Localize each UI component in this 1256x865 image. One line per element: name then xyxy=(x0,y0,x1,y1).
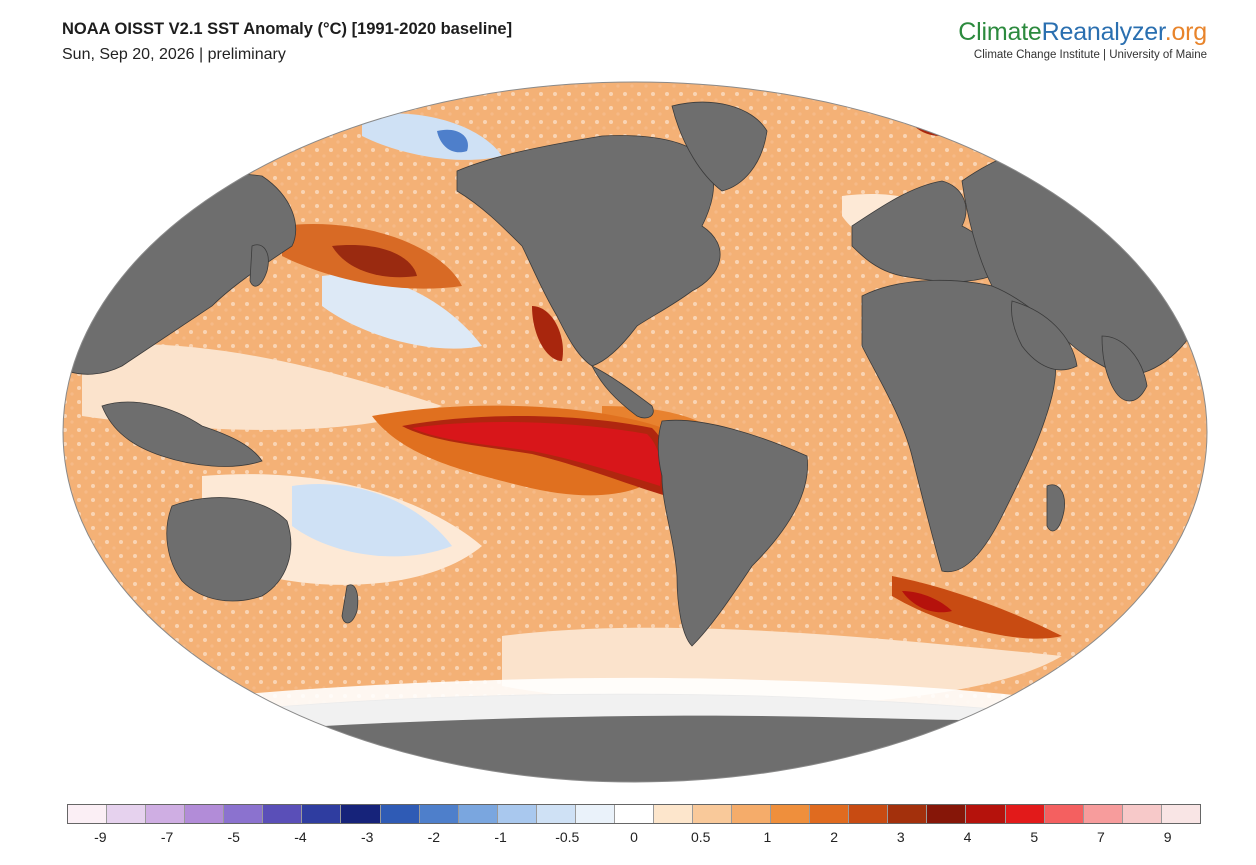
sst-anomaly-map xyxy=(62,76,1208,788)
colorbar-tick-label: -5 xyxy=(227,829,240,845)
brand-name: ClimateReanalyzer.org xyxy=(958,18,1207,46)
hot-anomaly-region xyxy=(412,422,661,486)
warm-anomaly-region xyxy=(332,245,417,278)
colorbar-swatch xyxy=(849,805,889,823)
cool-anomaly-region xyxy=(322,274,482,349)
warm-anomaly-region xyxy=(902,591,952,613)
land-north-america xyxy=(456,135,721,367)
land-arabia xyxy=(1011,300,1078,371)
colorbar-swatch xyxy=(888,805,928,823)
colorbar-tick-labels: -9 -7 -5 -4 -3 -2 -1 -0.5 0 0.5 1 2 3 4 5 7 9 xyxy=(67,829,1201,851)
brand-subtitle: Climate Change Institute | University of… xyxy=(973,49,1207,61)
colorbar-swatch xyxy=(224,805,264,823)
colorbar-swatch xyxy=(380,805,420,823)
land-new-zealand xyxy=(341,584,359,624)
colorbar-tick-label: 7 xyxy=(1097,829,1105,845)
land-central-america xyxy=(591,365,654,419)
colorbar-swatch xyxy=(497,805,537,823)
colorbar-tick-label: 3 xyxy=(896,829,905,845)
map-title: NOAA OISST V2.1 SST Anomaly (°C) [1991-2… xyxy=(62,20,513,38)
colorbar-swatch xyxy=(185,805,225,823)
colorbar-swatch xyxy=(419,805,459,823)
colorbar xyxy=(67,804,1201,824)
colorbar-swatch xyxy=(614,805,654,823)
map-globe xyxy=(63,82,1207,782)
pale-anomaly-region xyxy=(82,344,442,430)
cool-anomaly-region xyxy=(292,484,452,557)
land-india xyxy=(1101,335,1148,402)
colorbar-swatch xyxy=(263,805,303,823)
colorbar-swatch xyxy=(1044,805,1084,823)
land-southeast-asia xyxy=(101,401,263,467)
colorbar-tick-label: 5 xyxy=(1030,829,1039,845)
colorbar-swatch xyxy=(68,805,108,823)
colorbar-swatch xyxy=(732,805,772,823)
colorbar-swatch xyxy=(1083,805,1123,823)
land-australia xyxy=(166,497,292,602)
warm-anomaly-region xyxy=(892,576,1062,639)
colorbar-swatch xyxy=(771,805,811,823)
colorbar-swatch xyxy=(810,805,850,823)
colorbar-tick-label: -3 xyxy=(360,829,374,845)
colorbar-tick-label: -0.5 xyxy=(555,829,580,845)
colorbar-swatch xyxy=(927,805,967,823)
sea-ice-south xyxy=(172,677,1152,736)
cool-anomaly-region xyxy=(437,129,468,153)
land-greenland xyxy=(671,101,768,192)
land-madagascar xyxy=(1046,484,1065,532)
colorbar-swatch xyxy=(575,805,615,823)
colorbar-swatch xyxy=(1005,805,1045,823)
brand-logo[interactable]: ClimateReanalyzer.org Climate Change Ins… xyxy=(958,18,1207,61)
colorbar-swatch xyxy=(458,805,498,823)
colorbar-tick-label: 4 xyxy=(963,829,972,845)
colorbar-swatch xyxy=(1122,805,1162,823)
colorbar-tick-label: 1 xyxy=(763,829,772,845)
colorbar-tick-label: -1 xyxy=(494,829,507,845)
colorbar-swatch xyxy=(966,805,1006,823)
colorbar-swatch xyxy=(536,805,576,823)
colorbar-tick-label: 9 xyxy=(1163,829,1172,845)
colorbar-tick-label: -2 xyxy=(427,829,441,845)
colorbar-tick-label: 0 xyxy=(630,829,638,845)
colorbar-tick-label: -4 xyxy=(294,829,307,845)
colorbar-swatch xyxy=(341,805,381,823)
colorbar-swatch xyxy=(1161,805,1200,823)
land-japan xyxy=(249,244,269,287)
colorbar-tick-label: 0.5 xyxy=(690,829,711,845)
colorbar-tick-label: -7 xyxy=(160,829,174,845)
colorbar-tick-label: -9 xyxy=(94,829,107,845)
colorbar-swatch xyxy=(107,805,147,823)
colorbar-swatch xyxy=(693,805,733,823)
land-south-america xyxy=(657,419,808,647)
colorbar-swatch xyxy=(653,805,693,823)
map-outline xyxy=(62,81,1208,783)
colorbar-swatch xyxy=(146,805,186,823)
warm-anomaly-region xyxy=(532,306,563,361)
colorbar-tick-label: 2 xyxy=(830,829,839,845)
colorbar-swatch xyxy=(302,805,342,823)
map-subtitle: Sun, Sep 20, 2026 | preliminary xyxy=(62,46,286,63)
